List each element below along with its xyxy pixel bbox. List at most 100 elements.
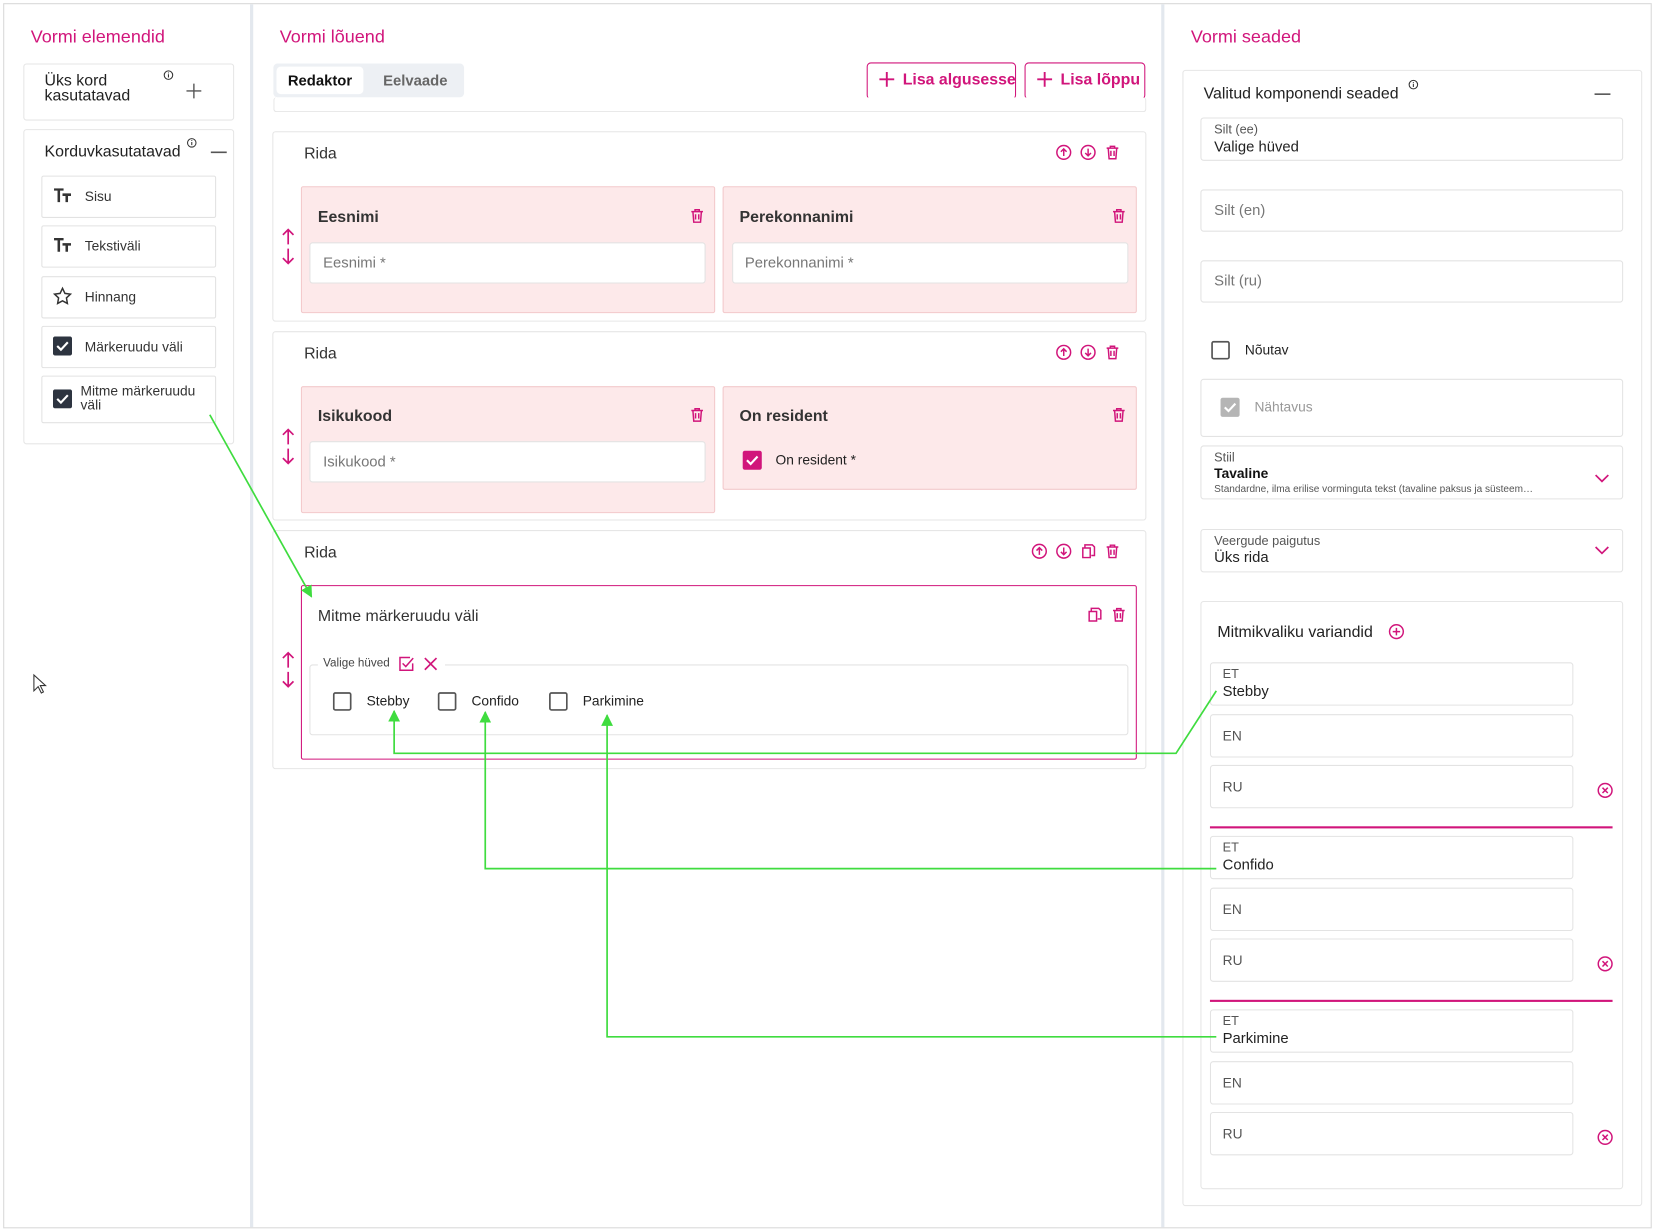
input-value: Confido	[1222, 855, 1274, 873]
annotation-arrow	[479, 710, 1217, 870]
placeholder: Eesnimi *	[323, 253, 386, 271]
row-label: Rida	[304, 144, 337, 163]
annotation-arrow	[209, 414, 313, 598]
option-label: Confido	[471, 692, 519, 709]
checkbox-checked[interactable]	[742, 450, 762, 470]
checkbox-disabled	[1220, 397, 1240, 417]
element-label: Sisu	[84, 188, 112, 205]
text-input[interactable]	[309, 242, 706, 284]
button-label: Lisa lõppu	[1060, 70, 1141, 89]
tab[interactable]: Eelvaade	[383, 71, 448, 89]
input-value: Valige hüved	[1214, 137, 1299, 155]
field-title: Mitme märkeruudu väli	[317, 607, 479, 626]
row-label: Rida	[304, 543, 337, 562]
text-input[interactable]	[1209, 938, 1574, 982]
star-icon	[52, 286, 73, 305]
variants-title: Mitmikvaliku variandid	[1217, 623, 1373, 642]
row-card-partial	[273, 97, 1147, 113]
element-label: Hinnang	[84, 288, 137, 305]
placeholder: Silt (en)	[1214, 201, 1266, 218]
placeholder: RU	[1222, 778, 1243, 795]
input-label: ET	[1222, 1013, 1239, 1029]
placeholder: Isikukood *	[323, 452, 396, 470]
panel-title: Vormi elemendid	[30, 26, 165, 47]
input-value: Stebby	[1222, 682, 1269, 700]
checkbox-label: Nähtavus	[1254, 398, 1313, 415]
annotation-arrow	[601, 714, 1217, 1038]
placeholder: EN	[1222, 727, 1242, 744]
select-label: Stiil	[1214, 449, 1235, 465]
input-label: Silt (ee)	[1214, 121, 1258, 137]
row-label: Rida	[304, 344, 337, 363]
mouse-cursor	[33, 673, 47, 694]
divider	[1161, 4, 1165, 1228]
field-title: Eesnimi	[317, 208, 379, 227]
panel-title: Vormi seaded	[1190, 26, 1302, 47]
option-label: Stebby	[366, 692, 410, 709]
checkbox-label: On resident *	[775, 451, 856, 468]
chevron-icon	[1595, 474, 1609, 483]
text-input[interactable]	[732, 242, 1129, 284]
once-label: Üks kord kasutatavad	[44, 71, 131, 105]
divider	[250, 4, 254, 1228]
frame	[3, 3, 1652, 1229]
placeholder: EN	[1222, 1074, 1242, 1091]
button-label: Lisa algusesse	[902, 70, 1016, 89]
plus-icon	[879, 71, 895, 87]
text-input[interactable]	[1200, 189, 1624, 232]
plus-icon	[1037, 71, 1053, 87]
field-title: Perekonnanimi	[739, 208, 854, 227]
confirm-icon[interactable]	[398, 656, 414, 672]
element-item[interactable]	[41, 276, 217, 319]
placeholder: Silt (ru)	[1214, 271, 1262, 289]
text-input[interactable]	[1209, 1061, 1574, 1105]
cancel-icon[interactable]	[424, 657, 438, 671]
text-input[interactable]	[1209, 835, 1574, 880]
text-input[interactable]	[1209, 662, 1574, 706]
text-input[interactable]	[1209, 1009, 1574, 1053]
add-start-button[interactable]	[866, 62, 1017, 100]
tab-active[interactable]: Redaktor	[276, 66, 364, 95]
field-title: Isikukood	[317, 407, 393, 426]
once-card	[23, 63, 235, 121]
variant-separator	[1209, 999, 1613, 1002]
element-label: Tekstiväli	[84, 238, 141, 254]
variant-separator	[1209, 826, 1613, 828]
chevron-icon	[1595, 546, 1609, 555]
placeholder: RU	[1222, 952, 1243, 969]
field-title: On resident	[739, 407, 828, 426]
select-value: Tavaline	[1214, 465, 1269, 482]
input-value: Parkimine	[1222, 1029, 1289, 1047]
select[interactable]	[1200, 529, 1624, 573]
collapse-icon[interactable]	[1594, 93, 1611, 95]
select[interactable]	[1200, 445, 1624, 500]
field-card[interactable]	[722, 386, 1137, 490]
placeholder: RU	[1222, 1125, 1243, 1142]
input-label: ET	[1222, 666, 1239, 682]
element-item[interactable]	[41, 175, 217, 218]
element-item[interactable]	[41, 225, 217, 268]
element-label: Mitme märkeruudu väli	[80, 382, 196, 413]
visibility-box	[1200, 378, 1624, 437]
option-label: Parkimine	[582, 692, 644, 709]
add-icon[interactable]	[186, 83, 202, 99]
section-title: Valitud komponendi seaded	[1203, 84, 1399, 103]
text-input[interactable]	[1209, 887, 1574, 932]
add-variant-icon[interactable]	[1388, 623, 1405, 640]
annotation-arrow	[388, 690, 1218, 755]
select-description: Standardne, ilma erilise vorminguta teks…	[1214, 483, 1534, 496]
text-input[interactable]	[1200, 117, 1624, 161]
input-label: ET	[1222, 840, 1239, 855]
text-input[interactable]	[1209, 1111, 1574, 1156]
select-label: Veergude paigutus	[1214, 533, 1321, 549]
element-label: Märkeruudu väli	[84, 338, 183, 355]
collapse-icon[interactable]	[210, 151, 227, 154]
text-input[interactable]	[1209, 764, 1574, 809]
text-input[interactable]	[309, 441, 706, 483]
text-input[interactable]	[1209, 714, 1574, 758]
text-input[interactable]	[1200, 260, 1624, 303]
